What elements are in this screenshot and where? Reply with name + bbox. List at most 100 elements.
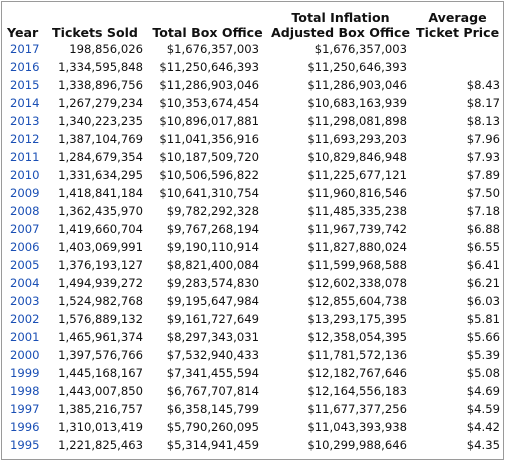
total-box-office-cell: $10,896,017,881 bbox=[159, 114, 259, 128]
inflation-adjusted-cell: $11,043,393,938 bbox=[307, 420, 407, 434]
average-ticket-price-cell: $5.39 bbox=[466, 348, 500, 362]
header-average-line1: Average bbox=[428, 10, 487, 25]
average-ticket-price-cell: $7.18 bbox=[466, 204, 500, 218]
inflation-adjusted-cell: $11,677,377,256 bbox=[307, 402, 407, 416]
year-link[interactable]: 2017 bbox=[10, 42, 40, 56]
average-ticket-price-cell: $4.35 bbox=[466, 438, 500, 452]
average-ticket-price-cell: $6.21 bbox=[466, 276, 500, 290]
year-link[interactable]: 2010 bbox=[10, 168, 40, 182]
year-link[interactable]: 2006 bbox=[10, 240, 40, 254]
total-box-office-cell: $7,341,455,594 bbox=[166, 366, 259, 380]
year-link[interactable]: 1997 bbox=[10, 402, 40, 416]
tickets-sold-cell: 198,856,026 bbox=[69, 42, 143, 56]
year-link[interactable]: 1995 bbox=[10, 438, 40, 452]
table-row: 2006 1,403,069,991 $9,190,110,914 $11,827,8… bbox=[7, 238, 500, 256]
tickets-sold-cell: 1,331,634,295 bbox=[58, 168, 143, 182]
year-link[interactable]: 2004 bbox=[10, 276, 40, 290]
average-ticket-price-cell: $7.50 bbox=[466, 186, 500, 200]
average-ticket-price-cell: $7.89 bbox=[466, 168, 500, 182]
total-box-office-cell: $10,641,310,754 bbox=[159, 186, 259, 200]
total-box-office-cell: $5,314,941,459 bbox=[166, 438, 259, 452]
average-ticket-price-cell: $4.69 bbox=[466, 384, 500, 398]
year-link[interactable]: 2011 bbox=[10, 150, 40, 164]
year-link[interactable]: 2001 bbox=[10, 330, 40, 344]
table-row: 1995 1,221,825,463 $5,314,941,459 $10,299,9… bbox=[7, 436, 500, 454]
table-row: 1996 1,310,013,419 $5,790,260,095 $11,043,3… bbox=[7, 418, 500, 436]
total-box-office-cell: $1,676,357,003 bbox=[166, 42, 259, 56]
total-box-office-cell: $9,195,647,984 bbox=[166, 294, 259, 308]
total-box-office-cell: $8,297,343,031 bbox=[166, 330, 259, 344]
inflation-adjusted-cell: $13,293,175,395 bbox=[307, 312, 407, 326]
total-box-office-cell: $9,782,292,328 bbox=[166, 204, 259, 218]
tickets-sold-cell: 1,397,576,766 bbox=[58, 348, 143, 362]
year-link[interactable]: 2014 bbox=[10, 96, 40, 110]
table-row: 2008 1,362,435,970 $9,782,292,328 $11,485,3… bbox=[7, 202, 500, 220]
table-row: 2015 1,338,896,756 $11,286,903,046 $11,286,… bbox=[7, 76, 500, 94]
total-box-office-cell: $10,187,509,720 bbox=[159, 150, 259, 164]
tickets-sold-cell: 1,338,896,756 bbox=[58, 78, 143, 92]
year-link[interactable]: 2000 bbox=[10, 348, 40, 362]
average-ticket-price-cell: $5.66 bbox=[466, 330, 500, 344]
inflation-adjusted-cell: $12,182,767,646 bbox=[307, 366, 407, 380]
inflation-adjusted-cell: $11,250,646,393 bbox=[307, 60, 407, 74]
inflation-adjusted-cell: $12,855,604,738 bbox=[307, 294, 407, 308]
table-row: 2005 1,376,193,127 $8,821,400,084 $11,599,9… bbox=[7, 256, 500, 274]
table-row: 1998 1,443,007,850 $6,767,707,814 $12,164,5… bbox=[7, 382, 500, 400]
table-row: 2013 1,340,223,235 $10,896,017,881 $11,298,… bbox=[7, 112, 500, 130]
year-link[interactable]: 2015 bbox=[10, 78, 40, 92]
header-total-box-office: Total Box Office bbox=[152, 25, 263, 40]
average-ticket-price-cell: $4.59 bbox=[466, 402, 500, 416]
inflation-adjusted-cell: $11,781,572,136 bbox=[307, 348, 407, 362]
year-link[interactable]: 2005 bbox=[10, 258, 40, 272]
inflation-adjusted-cell: $12,602,338,078 bbox=[307, 276, 407, 290]
average-ticket-price-cell: $5.81 bbox=[466, 312, 500, 326]
header-tickets-sold: Tickets Sold bbox=[52, 25, 138, 40]
tickets-sold-cell: 1,445,168,167 bbox=[58, 366, 143, 380]
table-row: 2009 1,418,841,184 $10,641,310,754 $11,960,… bbox=[7, 184, 500, 202]
table-row: 2014 1,267,279,234 $10,353,674,454 $10,683,… bbox=[7, 94, 500, 112]
average-ticket-price-cell: $6.88 bbox=[466, 222, 500, 236]
table-row: 2002 1,576,889,132 $9,161,727,649 $13,293,1… bbox=[7, 310, 500, 328]
tickets-sold-cell: 1,385,216,757 bbox=[58, 402, 143, 416]
average-ticket-price-cell: $8.17 bbox=[466, 96, 500, 110]
table-row: 2017 198,856,026 $1,676,357,003 $1,676,357,… bbox=[7, 40, 500, 58]
total-box-office-cell: $9,283,574,830 bbox=[166, 276, 259, 290]
average-ticket-price-cell bbox=[415, 58, 500, 76]
year-link[interactable]: 1996 bbox=[10, 420, 40, 434]
inflation-adjusted-cell: $10,829,846,948 bbox=[307, 150, 407, 164]
year-link[interactable]: 2013 bbox=[10, 114, 40, 128]
total-box-office-cell: $11,041,356,916 bbox=[159, 132, 259, 146]
average-ticket-price-cell: $6.55 bbox=[466, 240, 500, 254]
year-link[interactable]: 2007 bbox=[10, 222, 40, 236]
tickets-sold-cell: 1,267,279,234 bbox=[58, 96, 143, 110]
inflation-adjusted-cell: $11,967,739,742 bbox=[307, 222, 407, 236]
total-box-office-cell: $7,532,940,433 bbox=[166, 348, 259, 362]
year-link[interactable]: 2008 bbox=[10, 204, 40, 218]
average-ticket-price-cell: $7.96 bbox=[466, 132, 500, 146]
tickets-sold-cell: 1,340,223,235 bbox=[58, 114, 143, 128]
average-ticket-price-cell: $6.41 bbox=[466, 258, 500, 272]
total-box-office-cell: $6,358,145,799 bbox=[166, 402, 259, 416]
year-link[interactable]: 2002 bbox=[10, 312, 40, 326]
header-average-ticket-price: Average Ticket Price bbox=[415, 7, 500, 40]
tickets-sold-cell: 1,376,193,127 bbox=[58, 258, 143, 272]
year-link[interactable]: 2016 bbox=[10, 60, 40, 74]
average-ticket-price-cell: $6.03 bbox=[466, 294, 500, 308]
total-box-office-cell: $9,190,110,914 bbox=[166, 240, 259, 254]
tickets-sold-cell: 1,494,939,272 bbox=[58, 276, 143, 290]
inflation-adjusted-cell: $10,299,988,646 bbox=[307, 438, 407, 452]
year-link[interactable]: 2009 bbox=[10, 186, 40, 200]
table-row: 2003 1,524,982,768 $9,195,647,984 $12,855,6… bbox=[7, 292, 500, 310]
tickets-sold-cell: 1,387,104,769 bbox=[58, 132, 143, 146]
year-link[interactable]: 2012 bbox=[10, 132, 40, 146]
inflation-adjusted-cell: $11,485,335,238 bbox=[307, 204, 407, 218]
average-ticket-price-cell: $4.42 bbox=[466, 420, 500, 434]
year-link[interactable]: 1998 bbox=[10, 384, 40, 398]
tickets-sold-cell: 1,284,679,354 bbox=[58, 150, 143, 164]
year-link[interactable]: 1999 bbox=[10, 366, 40, 380]
table-row: 2004 1,494,939,272 $9,283,574,830 $12,602,3… bbox=[7, 274, 500, 292]
average-ticket-price-cell: $7.93 bbox=[466, 150, 500, 164]
year-link[interactable]: 2003 bbox=[10, 294, 40, 308]
total-box-office-cell: $11,286,903,046 bbox=[159, 78, 259, 92]
